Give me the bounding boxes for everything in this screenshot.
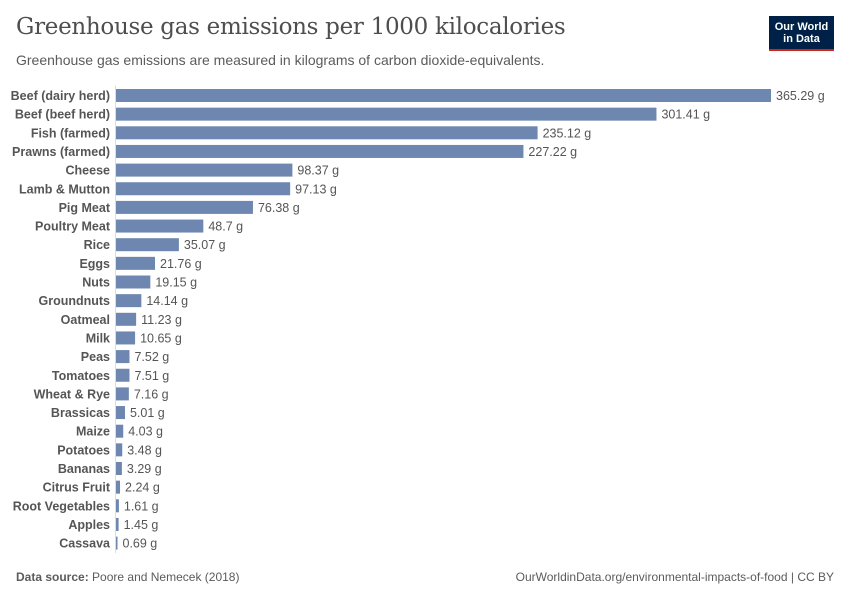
bar[interactable] xyxy=(116,238,179,252)
data-label: 76.38 g xyxy=(258,201,300,215)
category-label: Wheat & Rye xyxy=(34,387,110,401)
data-label: 227.22 g xyxy=(528,145,577,159)
bar[interactable] xyxy=(116,275,151,289)
category-label: Prawns (farmed) xyxy=(12,145,110,159)
bar[interactable] xyxy=(116,480,121,494)
bar[interactable] xyxy=(116,536,118,550)
category-label: Bananas xyxy=(58,462,110,476)
data-label: 10.65 g xyxy=(140,331,182,345)
bar[interactable] xyxy=(116,256,156,270)
chart-title: Greenhouse gas emissions per 1000 kiloca… xyxy=(16,14,566,40)
category-label: Brassicas xyxy=(51,406,110,420)
bar[interactable] xyxy=(116,219,204,233)
bar[interactable] xyxy=(116,294,142,308)
category-label: Oatmeal xyxy=(61,313,110,327)
category-label: Fish (farmed) xyxy=(31,126,110,140)
bar[interactable] xyxy=(116,126,538,140)
bar[interactable] xyxy=(116,89,771,102)
owid-logo[interactable]: Our World in Data xyxy=(769,16,834,51)
data-label: 48.7 g xyxy=(208,220,243,234)
logo-text: Our World in Data xyxy=(774,21,829,45)
bar[interactable] xyxy=(116,443,123,457)
category-label: Lamb & Mutton xyxy=(19,182,110,196)
bar[interactable] xyxy=(116,331,136,345)
bar[interactable] xyxy=(116,406,125,420)
data-label: 97.13 g xyxy=(295,182,337,196)
bar[interactable] xyxy=(116,144,524,158)
data-label: 4.03 g xyxy=(128,425,163,439)
source-link[interactable]: Poore and Nemecek (2018) xyxy=(92,570,240,584)
category-label: Potatoes xyxy=(57,443,110,457)
data-label: 0.69 g xyxy=(123,537,158,551)
data-label: 35.07 g xyxy=(184,238,226,252)
chart-subtitle: Greenhouse gas emissions are measured in… xyxy=(16,52,545,68)
bar[interactable] xyxy=(116,312,137,326)
category-label: Groundnuts xyxy=(38,294,110,308)
category-label: Milk xyxy=(86,331,110,345)
category-label: Peas xyxy=(81,350,110,364)
data-label: 11.23 g xyxy=(141,313,182,327)
data-label: 21.76 g xyxy=(160,257,202,271)
bar[interactable] xyxy=(116,182,291,196)
category-label: Cheese xyxy=(66,164,111,178)
data-label: 19.15 g xyxy=(155,276,197,290)
data-label: 98.37 g xyxy=(297,164,339,178)
data-source: Data source: Poore and Nemecek (2018) xyxy=(16,570,239,584)
bar[interactable] xyxy=(116,200,253,214)
data-label: 14.14 g xyxy=(146,294,188,308)
data-label: 365.29 g xyxy=(776,89,825,103)
category-label: Tomatoes xyxy=(52,369,110,383)
bar[interactable] xyxy=(116,424,124,438)
footer-url-license[interactable]: OurWorldinData.org/environmental-impacts… xyxy=(515,570,834,584)
data-label: 301.41 g xyxy=(661,108,710,122)
bar[interactable] xyxy=(116,350,130,364)
category-label: Maize xyxy=(76,425,110,439)
bar[interactable] xyxy=(116,387,129,401)
data-label: 7.16 g xyxy=(134,387,169,401)
data-label: 1.61 g xyxy=(124,499,159,513)
bar[interactable] xyxy=(116,462,122,475)
category-label: Beef (dairy herd) xyxy=(11,89,110,103)
source-label: Data source: xyxy=(16,570,89,584)
data-label: 1.45 g xyxy=(124,518,159,532)
category-label: Root Vegetables xyxy=(13,499,110,513)
data-label: 7.52 g xyxy=(134,350,169,364)
bar[interactable] xyxy=(116,517,119,531)
data-label: 3.29 g xyxy=(127,462,162,476)
category-label: Citrus Fruit xyxy=(43,481,111,495)
data-label: 5.01 g xyxy=(130,406,165,420)
bar[interactable] xyxy=(116,368,130,382)
category-label: Apples xyxy=(68,518,110,532)
category-label: Pig Meat xyxy=(59,201,111,215)
data-label: 2.24 g xyxy=(125,481,160,495)
data-label: 235.12 g xyxy=(543,126,592,140)
category-label: Beef (beef herd) xyxy=(15,108,110,122)
data-label: 3.48 g xyxy=(127,443,162,457)
category-label: Poultry Meat xyxy=(35,220,111,234)
data-label: 7.51 g xyxy=(134,369,169,383)
category-label: Rice xyxy=(84,238,110,252)
category-label: Eggs xyxy=(79,257,110,271)
category-label: Cassava xyxy=(59,537,111,551)
category-label: Nuts xyxy=(82,276,110,290)
bar[interactable] xyxy=(116,499,119,513)
bar[interactable] xyxy=(116,163,293,177)
bar[interactable] xyxy=(116,107,657,121)
